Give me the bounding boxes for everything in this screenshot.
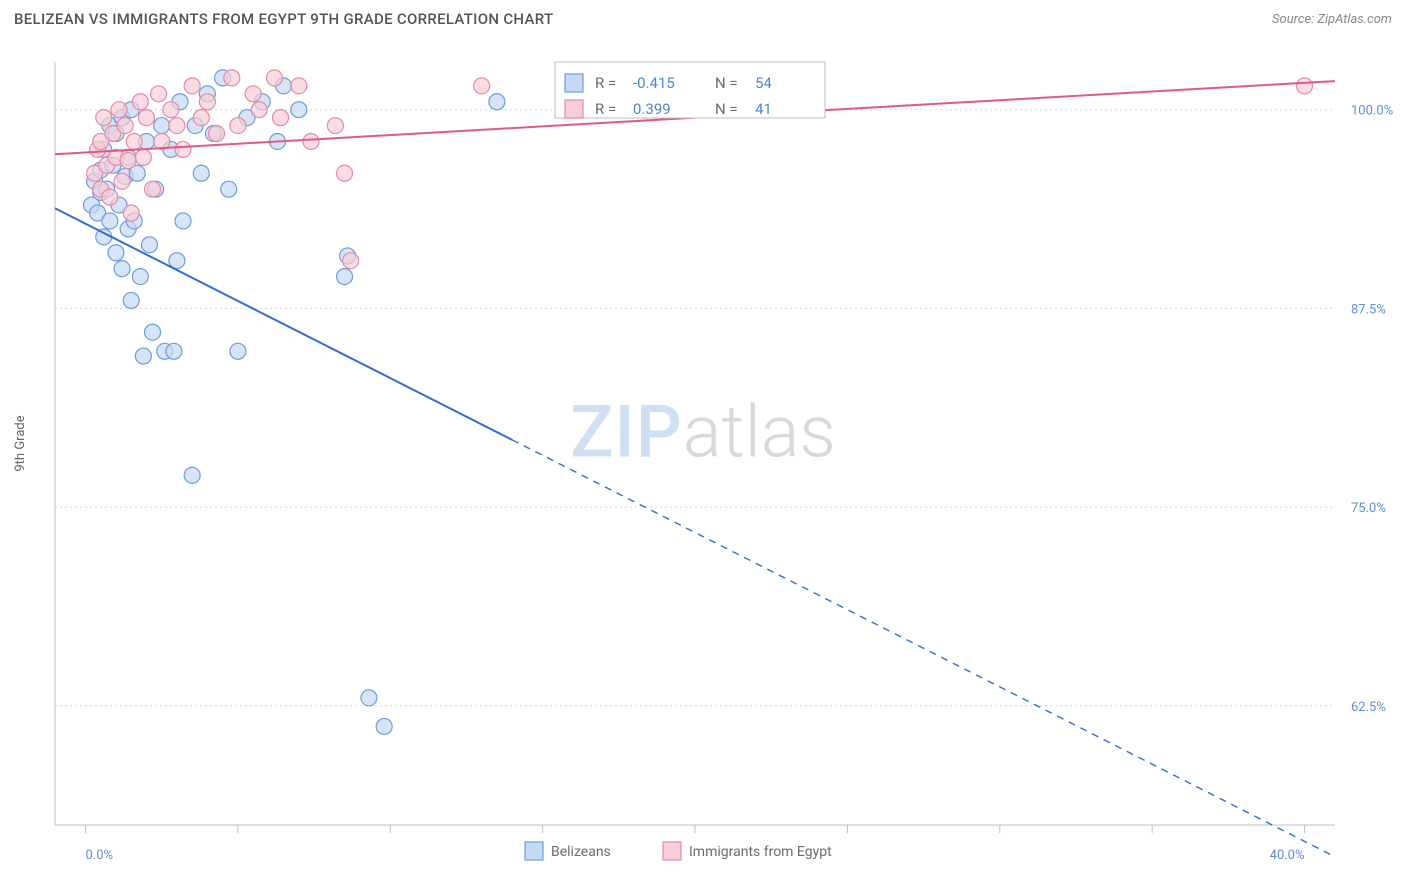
y-tick-label: 75.0% bbox=[1351, 501, 1386, 516]
legend-n-value: 41 bbox=[755, 100, 772, 118]
scatter-point bbox=[138, 110, 154, 126]
y-tick-label: 100.0% bbox=[1351, 104, 1393, 119]
scatter-chart: 62.5% 75.0% 87.5% 100.0% 0.0% 40.0% 9th Grade R… bbox=[0, 40, 1406, 892]
scatter-point bbox=[230, 343, 246, 359]
scatter-point bbox=[251, 102, 267, 118]
legend-series-label: Immigrants from Egypt bbox=[689, 844, 832, 860]
scatter-point bbox=[145, 324, 161, 340]
x-tick-label: 0.0% bbox=[85, 848, 113, 863]
y-tick-label: 87.5% bbox=[1351, 302, 1386, 317]
scatter-point bbox=[184, 78, 200, 94]
y-axis-label: 9th Grade bbox=[13, 415, 28, 471]
scatter-point bbox=[184, 467, 200, 483]
scatter-point bbox=[245, 86, 261, 102]
scatter-point bbox=[474, 78, 490, 94]
scatter-point bbox=[132, 269, 148, 285]
scatter-point bbox=[120, 153, 136, 169]
scatter-point bbox=[117, 118, 133, 134]
legend-swatch bbox=[663, 842, 681, 860]
scatter-point bbox=[193, 110, 209, 126]
scatter-point bbox=[123, 292, 139, 308]
legend-n-label: N = bbox=[715, 74, 738, 92]
scatter-point bbox=[266, 70, 282, 86]
scatter-point bbox=[135, 149, 151, 165]
scatter-point bbox=[175, 213, 191, 229]
legend-r-value: -0.415 bbox=[633, 74, 675, 92]
scatter-point bbox=[135, 348, 151, 364]
scatter-point bbox=[111, 102, 127, 118]
trend-line-dashed bbox=[512, 440, 1335, 857]
scatter-point bbox=[337, 269, 353, 285]
scatter-point bbox=[123, 205, 139, 221]
scatter-point bbox=[108, 245, 124, 261]
scatter-point bbox=[145, 181, 161, 197]
scatter-point bbox=[114, 261, 130, 277]
scatter-point bbox=[337, 165, 353, 181]
scatter-point bbox=[166, 343, 182, 359]
scatter-point bbox=[343, 253, 359, 269]
legend-n-value: 54 bbox=[755, 74, 772, 92]
scatter-point bbox=[126, 133, 142, 149]
chart-container: 62.5% 75.0% 87.5% 100.0% 0.0% 40.0% 9th Grade R… bbox=[0, 40, 1406, 892]
scatter-point bbox=[199, 94, 215, 110]
scatter-point bbox=[273, 110, 289, 126]
scatter-point bbox=[1297, 78, 1313, 94]
scatter-point bbox=[209, 126, 225, 142]
legend-swatch bbox=[565, 74, 583, 92]
scatter-point bbox=[169, 118, 185, 134]
scatter-point bbox=[151, 86, 167, 102]
trend-line bbox=[55, 208, 512, 440]
legend-r-label: R = bbox=[595, 100, 616, 118]
scatter-point bbox=[291, 102, 307, 118]
legend-swatch bbox=[565, 100, 583, 118]
scatter-point bbox=[193, 165, 209, 181]
scatter-point bbox=[141, 237, 157, 253]
scatter-point bbox=[230, 118, 246, 134]
legend-r-label: R = bbox=[595, 74, 616, 92]
legend-series-label: Belizeans bbox=[551, 844, 611, 860]
scatter-point bbox=[102, 189, 118, 205]
source-attribution: Source: ZipAtlas.com bbox=[1272, 12, 1392, 27]
chart-title: BELIZEAN VS IMMIGRANTS FROM EGYPT 9TH GR… bbox=[14, 10, 553, 28]
x-tick-label: 40.0% bbox=[1270, 848, 1305, 863]
scatter-point bbox=[114, 173, 130, 189]
scatter-point bbox=[361, 690, 377, 706]
scatter-point bbox=[163, 102, 179, 118]
legend-n-label: N = bbox=[715, 100, 738, 118]
scatter-point bbox=[96, 110, 112, 126]
scatter-point bbox=[376, 718, 392, 734]
scatter-point bbox=[132, 94, 148, 110]
scatter-point bbox=[175, 141, 191, 157]
legend-r-value: 0.399 bbox=[633, 100, 671, 118]
scatter-point bbox=[489, 94, 505, 110]
scatter-point bbox=[303, 133, 319, 149]
scatter-point bbox=[327, 118, 343, 134]
scatter-point bbox=[102, 213, 118, 229]
scatter-point bbox=[221, 181, 237, 197]
y-tick-label: 62.5% bbox=[1351, 700, 1386, 715]
scatter-point bbox=[224, 70, 240, 86]
scatter-point bbox=[154, 118, 170, 134]
legend-swatch bbox=[525, 842, 543, 860]
scatter-point bbox=[291, 78, 307, 94]
